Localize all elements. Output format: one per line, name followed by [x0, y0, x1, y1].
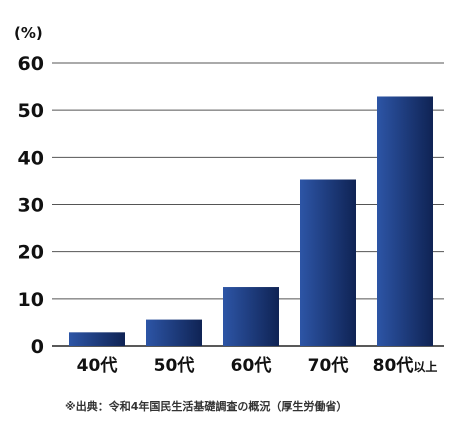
x-tick-label: 80代以上 — [373, 355, 438, 376]
y-axis-ticks: 0 10 20 30 40 50 60 — [18, 53, 44, 358]
source-note: ※出典：令和4年国民生活基礎調査の概況（厚生労働省） — [65, 399, 347, 413]
bars — [69, 96, 433, 346]
y-tick-label: 40 — [18, 147, 44, 169]
x-tick-label: 50代 — [154, 355, 195, 376]
y-tick-label: 20 — [18, 242, 44, 264]
y-tick-label: 10 — [18, 289, 44, 311]
x-tick-label: 40代 — [77, 355, 118, 376]
bar — [223, 287, 279, 346]
bar — [300, 179, 356, 346]
y-tick-label: 60 — [18, 53, 44, 75]
y-axis-unit-label: (%) — [14, 24, 43, 42]
y-tick-label: 30 — [18, 195, 44, 217]
bar — [69, 332, 125, 346]
y-tick-label: 0 — [31, 336, 44, 358]
y-tick-label: 50 — [18, 100, 44, 122]
x-tick-label: 60代 — [231, 355, 272, 376]
x-tick-label: 70代 — [308, 355, 349, 376]
bar — [146, 319, 202, 346]
x-axis-ticks: 40代 50代 60代 70代 80代以上 — [77, 355, 438, 376]
bar — [377, 96, 433, 346]
